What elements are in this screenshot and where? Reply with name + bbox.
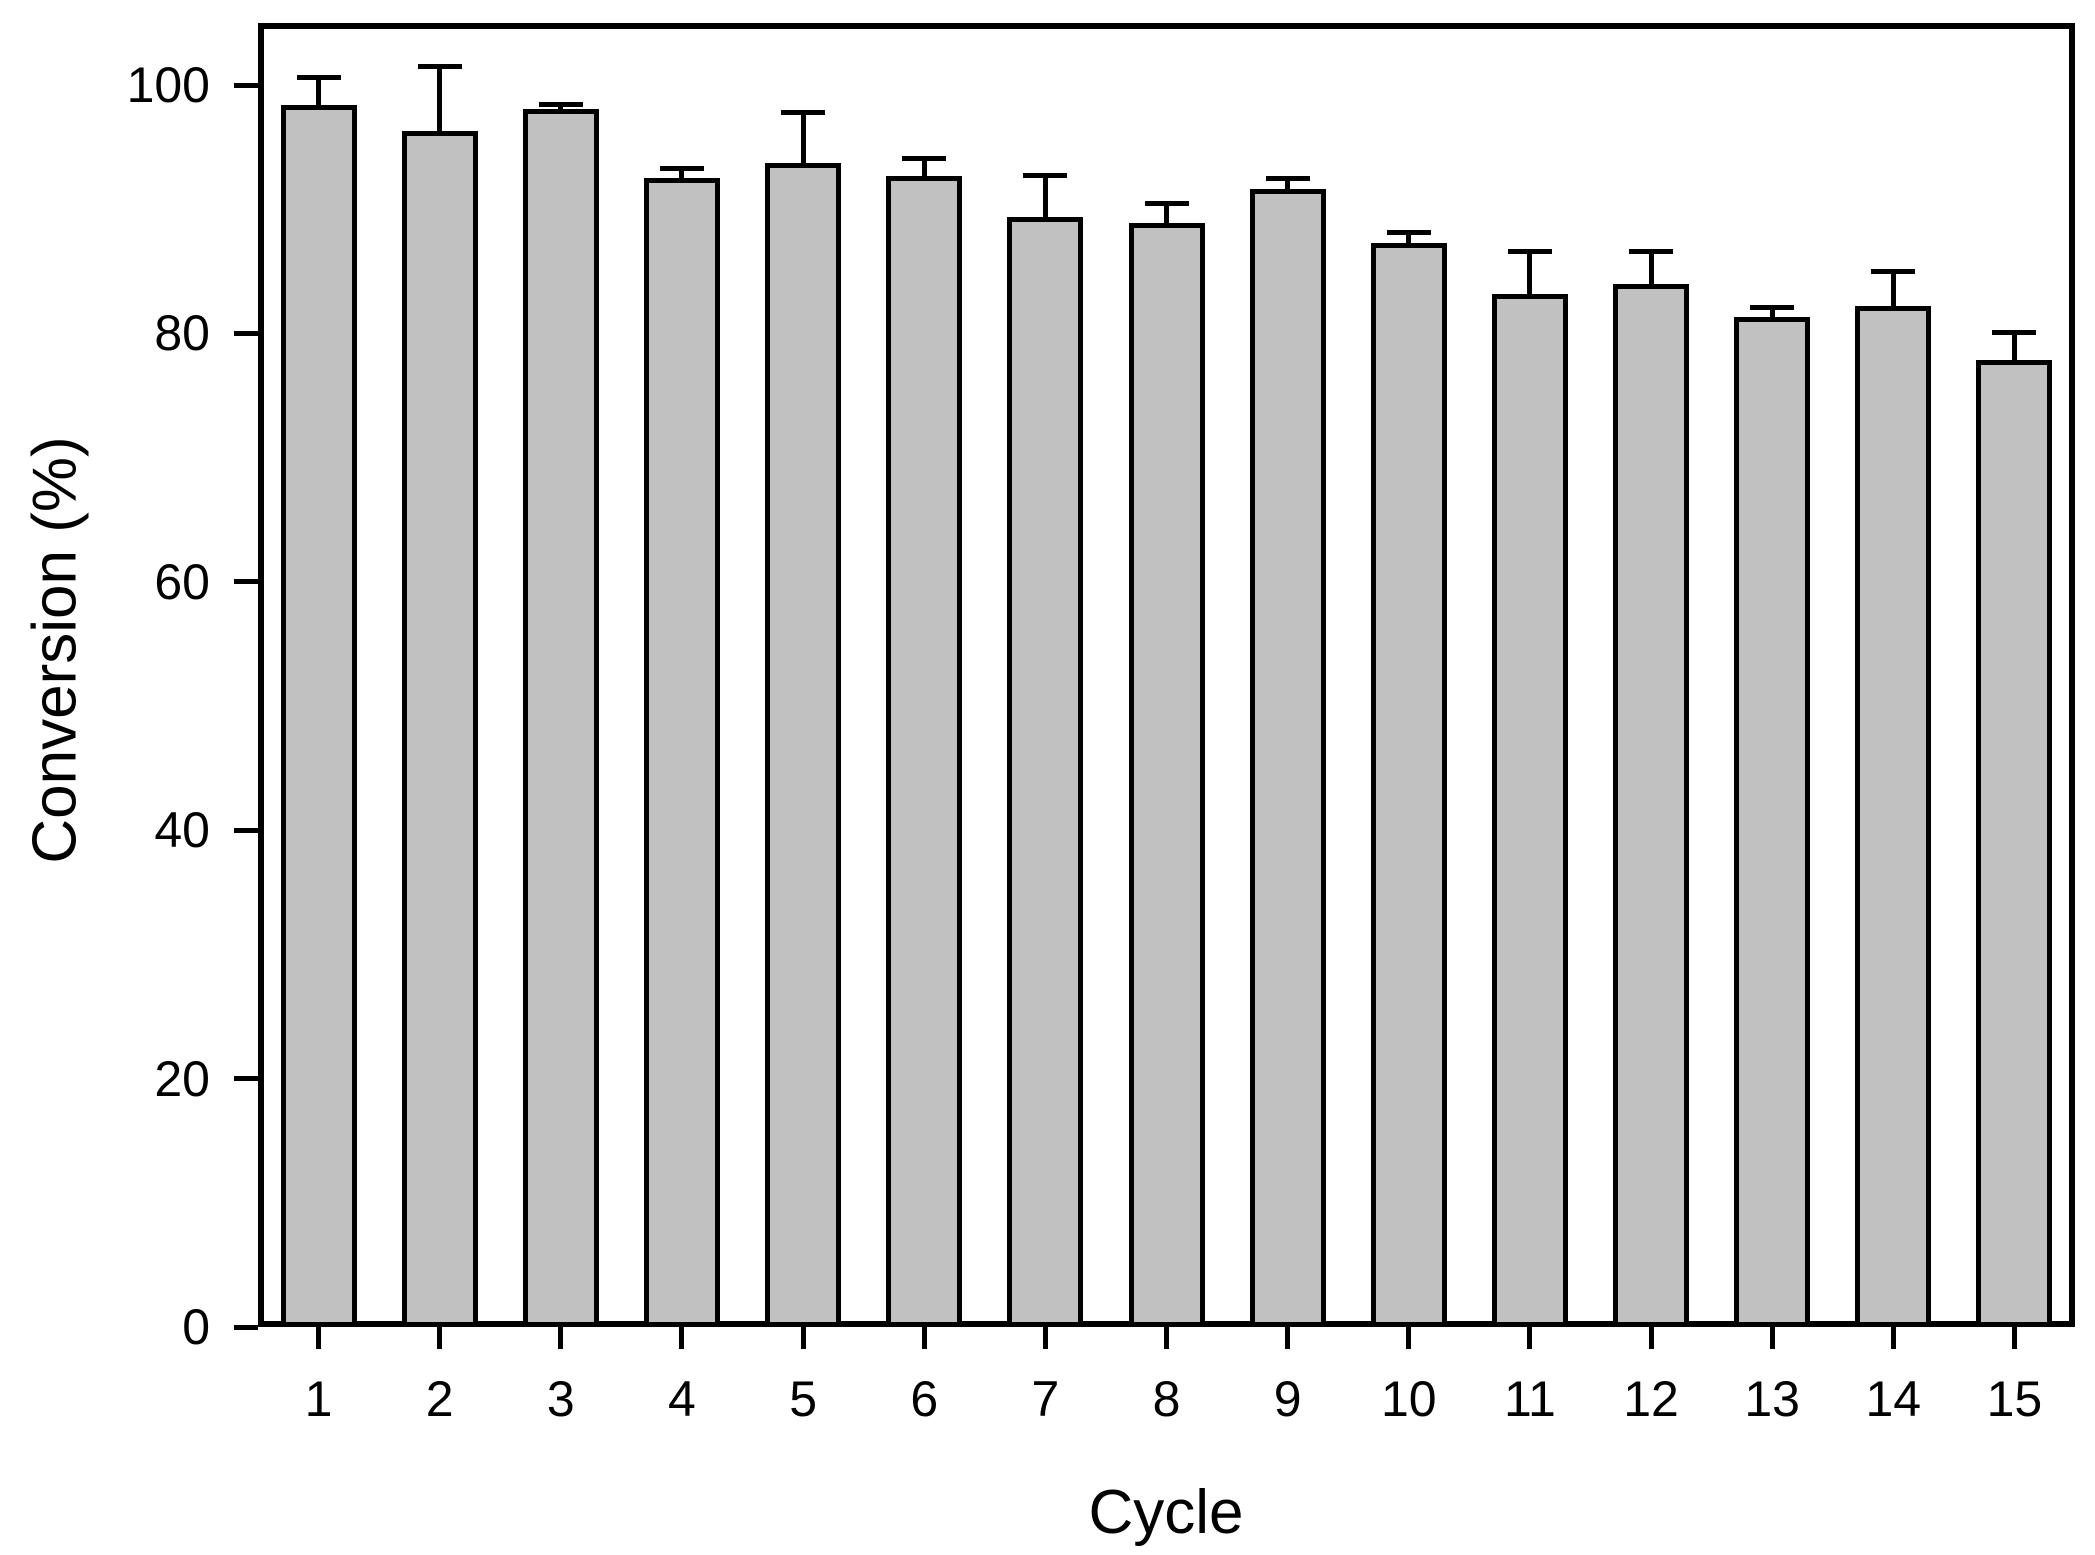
error-bar-cap [1750, 304, 1795, 310]
error-bar-whisker [1648, 251, 1654, 314]
x-axis-title: Cycle [1088, 1478, 1244, 1547]
bar-cycle-10 [1370, 242, 1447, 1327]
bar-cycle-15 [1976, 359, 2053, 1327]
x-tick-label: 4 [668, 1371, 696, 1427]
y-tick-label: 60 [154, 553, 210, 610]
error-bar-whisker [1042, 175, 1048, 247]
error-bar-cap [1144, 200, 1189, 206]
y-tick-label: 100 [126, 57, 210, 114]
bar-cycle-1 [280, 104, 357, 1327]
error-bar-whisker [800, 112, 806, 194]
bar-cycle-11 [1491, 293, 1568, 1327]
bar-cycle-4 [643, 178, 720, 1327]
y-tick-label: 80 [154, 305, 210, 362]
x-tick-label: 2 [425, 1371, 454, 1427]
bar-cycle-7 [1007, 216, 1084, 1327]
x-tick [1769, 1327, 1775, 1349]
bar-cycle-3 [522, 108, 599, 1327]
x-tick [437, 1327, 443, 1349]
y-tick-label: 20 [154, 1050, 210, 1107]
error-bar-cap [1871, 268, 1916, 274]
y-tick [234, 579, 258, 585]
error-bar-cap [1507, 249, 1552, 254]
x-tick [1042, 1327, 1048, 1349]
error-bar-whisker [1527, 251, 1533, 324]
x-tick-label: 11 [1503, 1371, 1556, 1427]
error-bar-cap [1265, 175, 1310, 181]
y-tick [234, 82, 258, 88]
error-bar-cap [659, 165, 704, 171]
error-bar-cap [1629, 249, 1674, 254]
x-tick-label: 15 [1986, 1371, 2043, 1427]
bar-cycle-5 [765, 163, 842, 1327]
x-tick [558, 1327, 564, 1349]
x-tick-label: 9 [1273, 1371, 1302, 1427]
y-axis-title: Conversion (%) [20, 436, 90, 864]
x-tick-label: 10 [1380, 1371, 1437, 1427]
bar-cycle-12 [1613, 283, 1690, 1327]
error-bar-cap [902, 155, 947, 161]
x-tick-label: 3 [546, 1371, 575, 1427]
x-tick [1527, 1327, 1533, 1349]
y-tick-label: 40 [154, 802, 210, 859]
bar-cycle-13 [1734, 317, 1811, 1327]
x-tick [921, 1327, 927, 1349]
x-tick [1890, 1327, 1896, 1349]
error-bar-whisker [1890, 271, 1896, 337]
x-tick-label: 13 [1744, 1371, 1800, 1427]
error-bar-cap [1992, 329, 2037, 335]
bar-cycle-6 [886, 175, 963, 1327]
y-tick [234, 1076, 258, 1082]
bar-cycle-14 [1855, 306, 1932, 1327]
x-tick [1648, 1327, 1654, 1349]
x-tick [1406, 1327, 1412, 1349]
error-bar-cap [417, 63, 462, 69]
x-tick [316, 1327, 322, 1349]
bar-cycle-9 [1249, 189, 1326, 1327]
x-tick-label: 12 [1623, 1371, 1679, 1427]
error-bar-cap [296, 75, 341, 81]
y-tick-label: 0 [182, 1299, 210, 1355]
error-bar-whisker [437, 66, 443, 162]
x-tick-label: 7 [1031, 1371, 1060, 1427]
x-tick [1164, 1327, 1169, 1349]
x-tick [679, 1327, 685, 1349]
x-tick [800, 1327, 806, 1349]
error-bar-cap [781, 109, 826, 115]
y-tick [234, 827, 258, 833]
bar-cycle-8 [1128, 222, 1205, 1327]
x-tick-label: 1 [304, 1371, 333, 1427]
bar-cycle-2 [401, 131, 478, 1327]
x-tick-label: 8 [1152, 1371, 1181, 1427]
error-bar-cap [1023, 173, 1068, 179]
y-tick [234, 330, 258, 336]
y-tick [234, 1324, 258, 1330]
error-bar-cap [1386, 230, 1431, 236]
x-tick [2011, 1327, 2017, 1349]
x-tick-label: 5 [789, 1371, 817, 1427]
x-tick-label: 6 [910, 1371, 939, 1427]
x-tick-label: 14 [1865, 1371, 1922, 1427]
x-tick [1285, 1327, 1291, 1349]
error-bar-cap [538, 102, 583, 108]
